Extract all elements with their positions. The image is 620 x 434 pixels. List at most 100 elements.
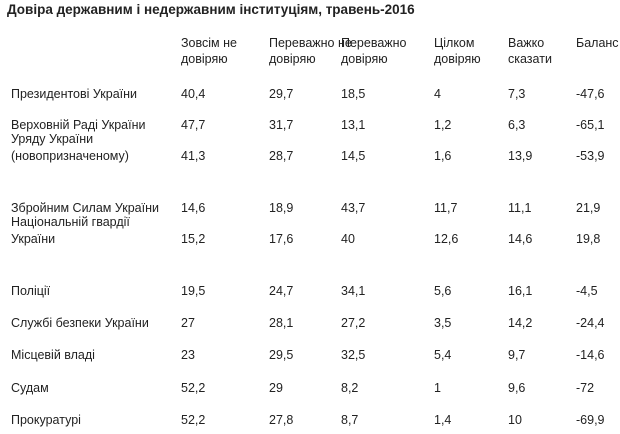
table-cell: 11,1 xyxy=(508,201,532,215)
column-header-line: Зовсім не xyxy=(181,36,237,50)
table-cell: 5,4 xyxy=(434,348,452,362)
column-header-line: довіряю xyxy=(434,52,481,66)
row-label: Місцевій владі xyxy=(11,347,95,364)
row-label-line: Прокуратурі xyxy=(11,413,81,427)
column-header-line: довіряю xyxy=(341,52,388,66)
table-cell: 40 xyxy=(341,232,355,246)
row-label: Службі безпеки України xyxy=(11,315,149,332)
table-cell: 9,7 xyxy=(508,348,526,362)
column-header: Переважно довіряю xyxy=(341,35,407,67)
table-cell: 29,5 xyxy=(269,348,294,362)
table-cell: -53,9 xyxy=(576,149,605,163)
table-cell: 27,8 xyxy=(269,413,294,427)
row-label-line: Президентові України xyxy=(11,87,138,101)
table-cell: 8,2 xyxy=(341,381,359,395)
table-cell: 10 xyxy=(508,413,522,427)
table-cell: 1 xyxy=(434,381,441,395)
column-header-line: Важко xyxy=(508,36,545,50)
table-cell: 29 xyxy=(269,381,283,395)
table-cell: 52,2 xyxy=(181,381,206,395)
table-cell: 31,7 xyxy=(269,118,294,132)
table-cell: 18,9 xyxy=(269,201,294,215)
table-cell: 14,2 xyxy=(508,316,533,330)
table-cell: -69,9 xyxy=(576,413,605,427)
row-label-line: Судам xyxy=(11,381,49,395)
table-cell: 17,6 xyxy=(269,232,294,246)
row-label-line: Збройним Силам України xyxy=(11,201,159,215)
table-cell: 52,2 xyxy=(181,413,206,427)
row-label: Уряду України (новопризначеному) xyxy=(11,131,129,165)
table-cell: -47,6 xyxy=(576,87,605,101)
table-cell: 47,7 xyxy=(181,118,206,132)
table-cell: 12,6 xyxy=(434,232,459,246)
column-header-line: сказати xyxy=(508,52,552,66)
table-cell: 19,8 xyxy=(576,232,601,246)
column-header-line: Цілком xyxy=(434,36,475,50)
row-label-line: Службі безпеки України xyxy=(11,316,149,330)
table-cell: 27,2 xyxy=(341,316,366,330)
row-label: Прокуратурі xyxy=(11,412,81,429)
table-cell: 1,2 xyxy=(434,118,452,132)
table-cell: 14,6 xyxy=(181,201,206,215)
table-cell: 6,3 xyxy=(508,118,526,132)
table-cell: 1,4 xyxy=(434,413,452,427)
table-cell: 24,7 xyxy=(269,284,294,298)
row-label-line: (новопризначеному) xyxy=(11,149,129,163)
table-cell: -24,4 xyxy=(576,316,605,330)
table-cell: 4 xyxy=(434,87,441,101)
table-cell: 19,5 xyxy=(181,284,206,298)
table-cell: 7,3 xyxy=(508,87,526,101)
table-cell: 18,5 xyxy=(341,87,366,101)
table-cell: 13,1 xyxy=(341,118,366,132)
row-label-line: Національній гвардії xyxy=(11,215,130,229)
table-cell: 43,7 xyxy=(341,201,366,215)
table-cell: 1,6 xyxy=(434,149,452,163)
column-header: Переважно не довіряю xyxy=(269,35,352,67)
column-header-line: Баланс xyxy=(576,36,619,50)
column-header: Зовсім не довіряю xyxy=(181,35,237,67)
table-cell: 40,4 xyxy=(181,87,206,101)
row-label-line: Верховній Раді України xyxy=(11,118,146,132)
table-cell: -14,6 xyxy=(576,348,605,362)
row-label: Президентові України xyxy=(11,86,137,103)
table-cell: 41,3 xyxy=(181,149,206,163)
table-cell: 14,5 xyxy=(341,149,366,163)
row-label: Поліції xyxy=(11,283,50,300)
column-header-line: довіряю xyxy=(181,52,228,66)
table-cell: 28,1 xyxy=(269,316,294,330)
table-title: Довіра державним і недержавним інституці… xyxy=(7,2,415,17)
table-cell: 32,5 xyxy=(341,348,366,362)
table-cell: 11,7 xyxy=(434,201,458,215)
table-cell: 5,6 xyxy=(434,284,452,298)
table-cell: 27 xyxy=(181,316,195,330)
column-header-line: Переважно xyxy=(341,36,407,50)
table-cell: 8,7 xyxy=(341,413,359,427)
table-cell: 9,6 xyxy=(508,381,526,395)
table-cell: 23 xyxy=(181,348,195,362)
table-cell: -65,1 xyxy=(576,118,605,132)
row-label-line: Місцевій владі xyxy=(11,348,95,362)
table-cell: 21,9 xyxy=(576,201,601,215)
table-cell: 13,9 xyxy=(508,149,533,163)
table-cell: 34,1 xyxy=(341,284,366,298)
table-cell: -72 xyxy=(576,381,595,395)
row-label: Верховній Раді України xyxy=(11,117,145,134)
table-cell: -4,5 xyxy=(576,284,598,298)
row-label: Судам xyxy=(11,380,49,397)
table-cell: 16,1 xyxy=(508,284,533,298)
row-label: Збройним Силам України xyxy=(11,200,159,217)
table-cell: 14,6 xyxy=(508,232,533,246)
column-header: Баланс xyxy=(576,35,619,51)
table-cell: 3,5 xyxy=(434,316,452,330)
row-label: Національній гвардії України xyxy=(11,214,130,248)
column-header-line: Переважно не xyxy=(269,36,352,50)
table-cell: 29,7 xyxy=(269,87,294,101)
column-header: Цілком довіряю xyxy=(434,35,481,67)
column-header: Важко сказати xyxy=(508,35,552,67)
table-cell: 15,2 xyxy=(181,232,206,246)
column-header-line: довіряю xyxy=(269,52,316,66)
row-label-line: Уряду України xyxy=(11,132,94,146)
row-label-line: України xyxy=(11,232,56,246)
table-cell: 28,7 xyxy=(269,149,294,163)
row-label-line: Поліції xyxy=(11,284,51,298)
